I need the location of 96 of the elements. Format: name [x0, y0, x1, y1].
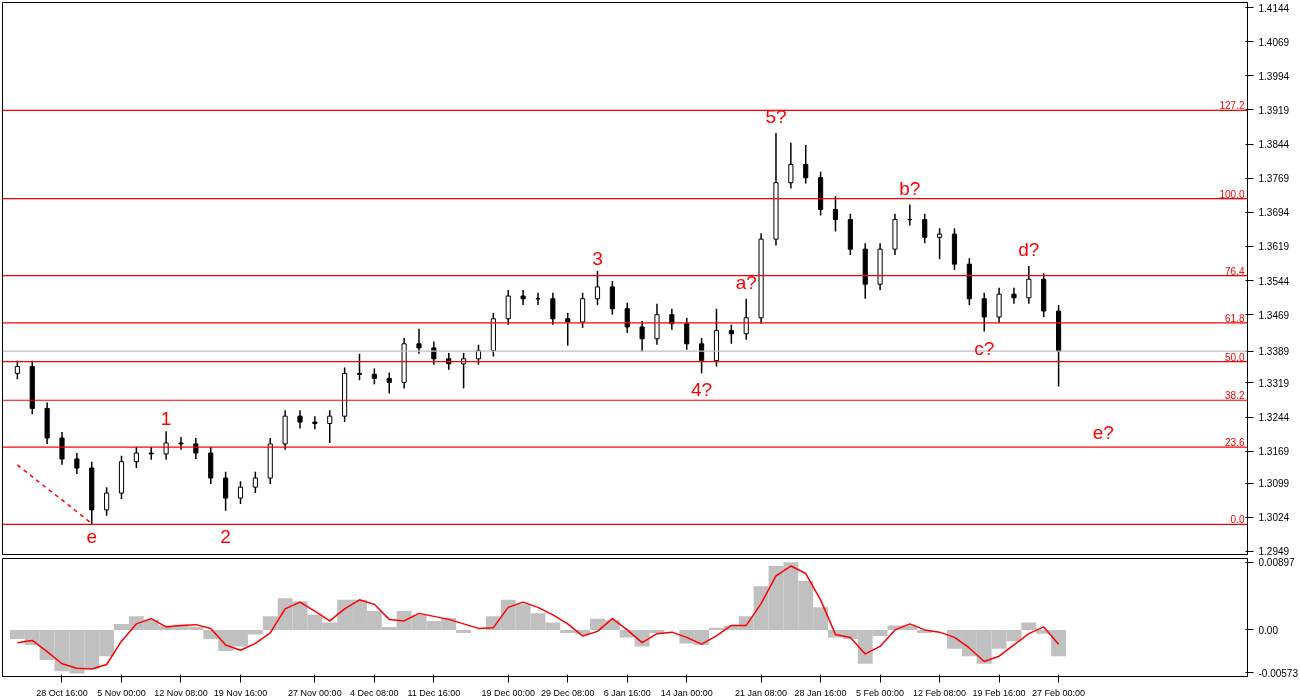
candlestick [386, 371, 392, 395]
candlestick [74, 452, 80, 475]
annotation: 61.8 [1225, 312, 1245, 324]
annotation: 50.0 [1225, 351, 1245, 363]
annotation: 4? [691, 379, 713, 401]
candlestick [981, 292, 987, 333]
candlestick [788, 141, 794, 190]
y-tick-label: 0.00 [1258, 624, 1279, 636]
annotation: 3 [592, 247, 603, 269]
x-tick-label: 19 Feb 16:00 [972, 687, 1026, 698]
candlestick [996, 287, 1002, 324]
candlestick [356, 353, 363, 381]
annotation: 23.6 [1225, 437, 1245, 449]
candlestick [505, 289, 511, 326]
candlestick [624, 302, 630, 334]
candlestick [252, 470, 258, 494]
y-tick-label: 1.3544 [1258, 275, 1290, 287]
x-tick-label: 21 Jan 08:00 [735, 687, 788, 698]
candlestick [550, 292, 556, 326]
annotation: 100.0 [1219, 188, 1245, 200]
annotation: 76.4 [1225, 265, 1245, 277]
candlestick [1011, 287, 1017, 305]
y-tick-label: 1.4069 [1258, 36, 1290, 48]
x-tick-label: 27 Feb 00:00 [1032, 687, 1086, 698]
y-tick-label: 1.3389 [1258, 346, 1290, 358]
annotation: e? [1092, 421, 1114, 443]
candlestick [1026, 265, 1032, 305]
candlestick [832, 195, 839, 233]
y-tick-label: 1.2949 [1258, 546, 1290, 558]
annotation: 0.0 [1230, 514, 1245, 526]
annotation: a? [735, 271, 757, 293]
candlestick [609, 280, 615, 316]
y-tick-label: 1.3469 [1258, 309, 1290, 321]
x-tick-label: 6 Jan 16:00 [603, 687, 651, 698]
candlestick [237, 480, 244, 505]
annotation: 2 [220, 526, 231, 548]
x-tick-label: 14 Jan 00:00 [660, 687, 713, 698]
y-tick-label: 1.3694 [1258, 207, 1290, 219]
line-series [16, 565, 1060, 670]
candlestick [312, 415, 318, 431]
candlestick [937, 227, 943, 260]
candlestick [133, 446, 139, 469]
annotation: c? [974, 337, 995, 359]
candlestick [580, 292, 586, 329]
x-tick-label: 12 Nov 08:00 [154, 687, 208, 698]
x-tick-label: 5 Feb 00:00 [856, 687, 905, 698]
y-tick-label: -0.00573 [1258, 667, 1299, 679]
y-tick-label: 1.3994 [1258, 70, 1290, 82]
candlestick [59, 431, 65, 466]
annotation: 38.2 [1225, 390, 1245, 402]
y-tick-label: 1.4144 [1258, 2, 1290, 14]
candlestick [163, 430, 169, 461]
y-tick-label: 1.3024 [1258, 512, 1290, 524]
candlestick [297, 409, 303, 430]
candlestick [594, 270, 601, 306]
y-tick-label: 1.3099 [1258, 478, 1290, 490]
candlestick [728, 323, 734, 345]
candlestick [565, 312, 571, 347]
candlestick [684, 317, 690, 351]
y-tick-label: 1.3319 [1258, 377, 1290, 389]
x-tick-label: 5 Nov 00:00 [97, 687, 146, 698]
candlestick [327, 409, 333, 444]
x-tick-label: 11 Dec 16:00 [407, 687, 461, 698]
annotation: 127.2 [1219, 100, 1245, 112]
x-tick-label: 4 Dec 08:00 [350, 687, 399, 698]
x-tick-label: 27 Nov 00:00 [288, 687, 342, 698]
annotation: d? [1018, 238, 1040, 260]
y-tick-label: 1.3769 [1258, 173, 1290, 185]
y-tick-label: 1.3169 [1258, 446, 1290, 458]
y-tick-label: 1.3619 [1258, 241, 1290, 253]
line-series [16, 464, 93, 525]
bar [1021, 622, 1037, 630]
candlestick [922, 212, 928, 244]
candlestick [416, 328, 422, 355]
y-tick-label: 1.3919 [1258, 104, 1290, 116]
x-tick-label: 19 Dec 00:00 [481, 687, 536, 698]
candlestick [104, 486, 110, 517]
candlestick [803, 144, 809, 185]
x-tick-label: 12 Feb 08:00 [913, 687, 967, 698]
candlestick [520, 289, 526, 306]
annotation: e [86, 526, 98, 548]
x-tick-label: 28 Jan 16:00 [794, 687, 847, 698]
candlestick [148, 446, 154, 461]
bar [456, 629, 472, 633]
y-tick-label: 1.3244 [1258, 412, 1290, 424]
x-tick-label: 29 Dec 08:00 [540, 687, 595, 698]
x-tick-label: 28 Oct 16:00 [36, 687, 88, 698]
y-tick-label: 0.00897 [1258, 557, 1296, 569]
candlestick [14, 359, 20, 381]
annotation: 1 [160, 408, 172, 430]
x-tick-label: 19 Nov 16:00 [213, 687, 268, 698]
candlestick [223, 470, 229, 512]
candlestick [639, 320, 645, 353]
y-tick-label: 1.3844 [1258, 139, 1290, 151]
candlestick [743, 298, 749, 341]
annotation: b? [899, 177, 921, 199]
